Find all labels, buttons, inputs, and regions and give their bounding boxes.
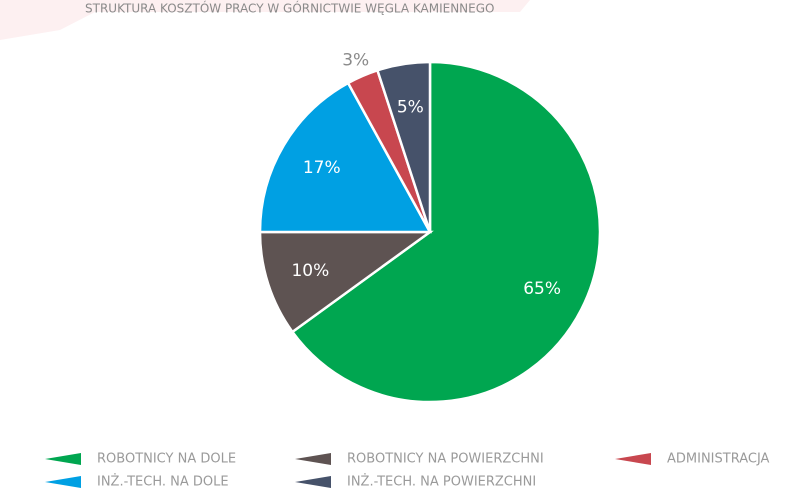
legend-marker xyxy=(295,476,331,488)
value-label: 5% xyxy=(397,98,424,118)
legend-marker xyxy=(45,453,81,465)
legend-marker xyxy=(615,453,651,465)
value-label: 10% xyxy=(291,261,329,281)
pie-slice xyxy=(258,230,434,334)
decoration xyxy=(0,0,530,40)
legend-label: INŻ.-TECH. NA DOLE xyxy=(97,474,229,490)
legend-marker xyxy=(295,453,331,465)
value-label: 65% xyxy=(523,279,561,299)
value-label: 17% xyxy=(303,158,341,178)
value-label: 3% xyxy=(342,50,369,70)
legend-label: ROBOTNICY NA POWIERZCHNI xyxy=(347,452,544,467)
chart-title: STRUKTURA KOSZTÓW PRACY W GÓRNICTWIE WĘG… xyxy=(85,1,494,16)
legend-label: ROBOTNICY NA DOLE xyxy=(97,452,236,467)
legend-label: ADMINISTRACJA xyxy=(667,452,770,467)
legend-label: INŻ.-TECH. NA POWIERZCHNI xyxy=(347,474,536,490)
pie-slice xyxy=(258,81,433,234)
pie-slice xyxy=(290,60,602,404)
legend-marker xyxy=(45,476,81,488)
pie-slice xyxy=(375,60,432,233)
